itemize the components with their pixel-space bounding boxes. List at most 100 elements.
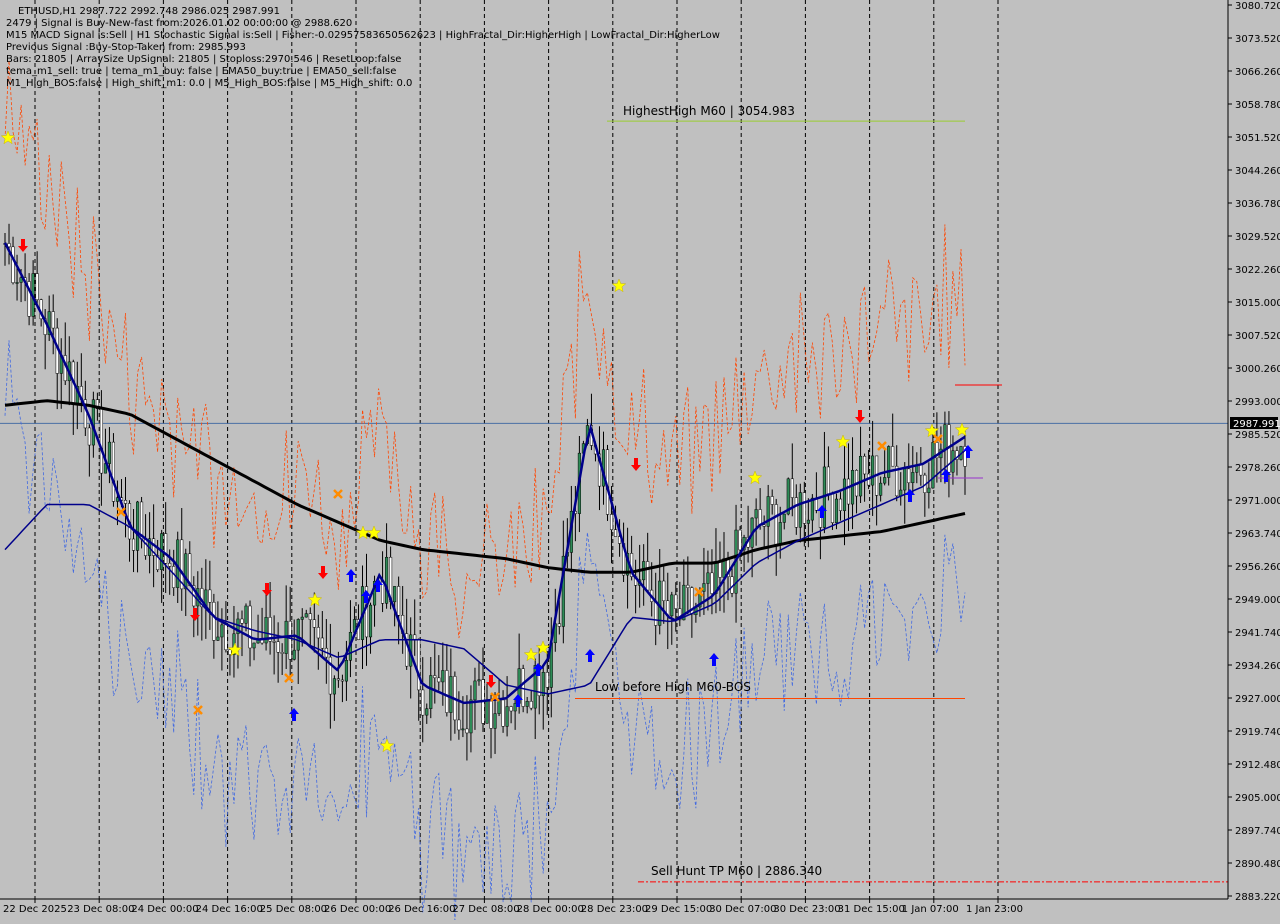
time-tick-label: 31 Dec 15:00 [838, 904, 905, 915]
exit-cross-icon [490, 692, 500, 702]
candle-body [35, 273, 39, 300]
candle-body [859, 455, 863, 497]
candle-body [654, 601, 658, 626]
candle-body [806, 519, 810, 524]
candle-body [15, 282, 19, 284]
channel-layer [4, 60, 966, 923]
candle-body [131, 538, 136, 551]
candle-body [489, 700, 493, 729]
current-price-marker: 2987.991 [1230, 417, 1280, 430]
price-tick-label: 3015.000 [1235, 298, 1280, 309]
candle-body [244, 605, 248, 624]
candle-body [895, 465, 899, 497]
time-tick-label: 28 Dec 23:00 [581, 904, 648, 915]
price-tick-label: 2897.740 [1235, 826, 1280, 837]
candle-body [597, 453, 602, 487]
candle-body [802, 492, 806, 524]
price-tick-label: 3080.720 [1235, 1, 1280, 12]
time-tick-label: 24 Dec 16:00 [196, 904, 263, 915]
candle-body [332, 678, 336, 695]
candle-body [477, 679, 481, 682]
candle-body [292, 649, 296, 660]
candle-body [521, 668, 525, 707]
candle-body [184, 553, 188, 590]
time-tick-label: 25 Dec 08:00 [260, 904, 327, 915]
candle-body [252, 642, 256, 649]
candle-body [437, 677, 441, 683]
time-tick-label: 29 Dec 15:00 [645, 904, 712, 915]
time-tick-label: 26 Dec 16:00 [388, 904, 455, 915]
candle-body [457, 719, 461, 731]
candle-body [268, 617, 272, 642]
candle-body [433, 675, 437, 679]
sell-arrow-icon [318, 566, 328, 579]
candle-body [344, 660, 348, 682]
buy-arrow-icon [289, 708, 299, 721]
price-tick-label: 2956.260 [1235, 562, 1280, 573]
time-tick-label: 24 Dec 00:00 [131, 904, 198, 915]
buy-arrow-icon [941, 469, 951, 482]
candle-body [863, 455, 867, 475]
time-tick-label: 1 Jan 23:00 [966, 904, 1023, 915]
candle-body [405, 633, 409, 667]
candle-body [385, 556, 389, 604]
price-axis: 3080.720 3073.520 3066.260 3058.780 3051.520… [1228, 1, 1280, 903]
moving-average-layer [3, 242, 966, 705]
candle-body [308, 613, 312, 620]
price-tick-label: 3058.780 [1235, 100, 1280, 111]
candle-body [429, 675, 433, 709]
candle-body [336, 678, 340, 681]
candle-body [7, 243, 11, 248]
candle-body [485, 700, 489, 724]
candle-body [830, 493, 834, 523]
buy-arrow-icon [373, 579, 383, 592]
sell-arrow-icon [18, 239, 28, 252]
sell-arrow-icon [855, 410, 865, 423]
price-tick-label: 3066.260 [1235, 67, 1280, 78]
buy-arrow-icon [361, 590, 371, 603]
candle-body [449, 676, 453, 713]
candle-body [766, 496, 770, 527]
candle-body [51, 311, 55, 329]
exit-cross-icon [877, 441, 887, 451]
candle-body [99, 408, 103, 474]
candle-body [83, 399, 87, 429]
price-tick-label: 2963.740 [1235, 529, 1280, 540]
candle-body [557, 623, 561, 627]
candle-body [372, 581, 377, 606]
candle-body [212, 601, 216, 641]
candle-body [710, 572, 714, 594]
sell-arrow-icon [631, 458, 641, 471]
signal-star-icon [379, 738, 395, 753]
candle-body [682, 584, 686, 621]
candle-body [216, 636, 220, 641]
candle-body [220, 624, 224, 638]
candle-body [541, 672, 545, 697]
candle-body [224, 624, 228, 651]
exit-cross-icon [116, 507, 126, 517]
candle-body [276, 641, 280, 653]
time-tick-label: 27 Dec 08:00 [452, 904, 519, 915]
candle-body [248, 605, 252, 649]
candle-body [927, 487, 931, 493]
candle-body [11, 246, 15, 284]
candle-body [417, 638, 421, 691]
info-line-5: tema_m1_sell: true | tema_m1_buy: false … [6, 66, 396, 77]
candle-body [613, 529, 618, 537]
candle-body [758, 509, 762, 526]
candle-body [646, 561, 650, 591]
candle-body [778, 522, 782, 545]
candle-body [670, 594, 674, 617]
candle-body [107, 441, 111, 464]
signal-star-icon [0, 130, 16, 145]
candle-body [87, 427, 91, 446]
fast-ma-line [3, 242, 966, 705]
candle-body [790, 478, 794, 498]
time-tick-label: 26 Dec 00:00 [324, 904, 391, 915]
level-layer [575, 120, 1228, 883]
candle-body [296, 619, 300, 651]
candle-body [903, 468, 907, 491]
candle-body [782, 513, 786, 523]
